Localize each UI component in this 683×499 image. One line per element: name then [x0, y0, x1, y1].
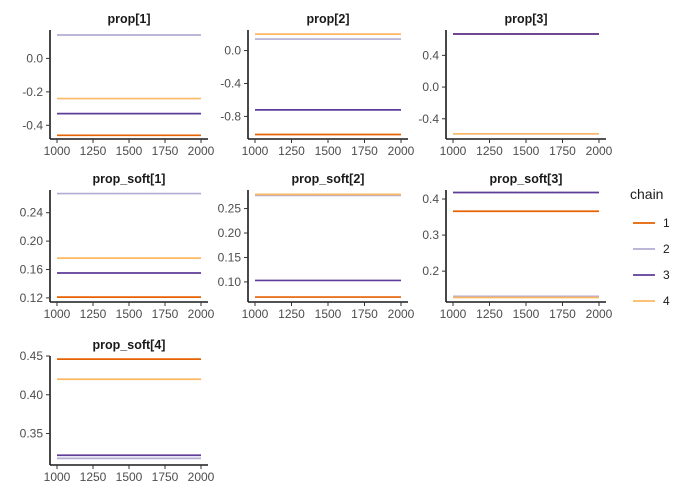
x-tick-label: 1500	[513, 307, 540, 321]
x-tick-label: 2000	[188, 144, 215, 158]
y-tick-label: 0.35	[20, 427, 44, 441]
y-tick-label: 0.40	[20, 388, 44, 402]
x-tick-label: 2000	[586, 144, 613, 158]
x-tick-label: 1750	[351, 144, 378, 158]
y-tick-label: 0.0	[26, 51, 43, 65]
x-tick-label: 1500	[116, 307, 143, 321]
x-tick-label: 1750	[152, 144, 179, 158]
x-tick-label: 1250	[80, 307, 107, 321]
x-tick-label: 1750	[152, 470, 179, 484]
y-tick-label: 0.4	[422, 48, 439, 62]
panel-title: prop[2]	[306, 12, 349, 26]
x-tick-label: 1000	[44, 307, 71, 321]
trace-panel: prop[3] -0.4 0.0 0.4 1000 1250 1500 1750 2000	[418, 12, 612, 158]
x-tick-label: 2000	[388, 144, 415, 158]
x-tick-label: 1500	[513, 144, 540, 158]
x-tick-label: 2000	[188, 307, 215, 321]
x-tick-label: 1750	[152, 307, 179, 321]
y-tick-label: 0.20	[20, 234, 44, 248]
x-tick-label: 1250	[476, 144, 503, 158]
legend-label: 3	[663, 268, 670, 282]
y-tick-label: 0.15	[218, 250, 242, 264]
x-tick-label: 1250	[278, 307, 305, 321]
y-tick-label: 0.45	[20, 349, 44, 363]
trace-panel: prop_soft[4] 0.35 0.40 0.45 1000 1250 1500 1750…	[20, 338, 215, 484]
y-tick-label: 0.12	[20, 291, 44, 305]
y-tick-label: 0.24	[20, 206, 44, 220]
y-tick-label: 0.16	[20, 262, 44, 276]
panel-title: prop_soft[1]	[93, 172, 166, 186]
y-tick-label: 0.0	[422, 80, 439, 94]
x-tick-label: 1000	[440, 144, 467, 158]
y-tick-label: 0.0	[224, 44, 241, 58]
x-tick-label: 1000	[242, 144, 269, 158]
x-tick-label: 1250	[278, 144, 305, 158]
x-tick-label: 1500	[116, 470, 143, 484]
panel-title: prop[3]	[504, 12, 547, 26]
x-tick-label: 1000	[44, 470, 71, 484]
x-tick-label: 1500	[116, 144, 143, 158]
x-tick-label: 1250	[80, 470, 107, 484]
y-tick-label: 0.4	[422, 192, 439, 206]
legend-title: chain	[630, 186, 663, 202]
x-tick-label: 2000	[586, 307, 613, 321]
x-tick-label: 1750	[549, 307, 576, 321]
trace-panel: prop[2] -0.8 -0.4 0.0 1000 1250 1500 1750 2000	[220, 12, 414, 158]
panel-title: prop_soft[2]	[292, 172, 365, 186]
y-tick-label: -0.8	[220, 109, 241, 123]
y-tick-label: -0.4	[220, 77, 241, 91]
x-tick-label: 1000	[440, 307, 467, 321]
trace-panel: prop_soft[1] 0.12 0.16 0.20 0.24 1000 1250 1500…	[20, 172, 215, 321]
x-tick-label: 1750	[549, 144, 576, 158]
legend-label: 1	[663, 216, 670, 230]
x-tick-label: 1250	[476, 307, 503, 321]
legend-label: 2	[663, 242, 670, 256]
panel-title: prop_soft[3]	[490, 172, 563, 186]
trace-panel: prop_soft[3] 0.2 0.3 0.4 1000 1250 1500 1750 200…	[422, 172, 612, 321]
y-tick-label: -0.4	[22, 118, 43, 132]
y-tick-label: 0.10	[218, 275, 242, 289]
trace-panel: prop[1] -0.4 -0.2 0.0 1000 1250 1500 1750 2000	[22, 12, 214, 158]
y-tick-label: 0.20	[218, 226, 242, 240]
x-tick-label: 1250	[80, 144, 107, 158]
y-tick-label: 0.2	[422, 264, 439, 278]
y-tick-label: -0.4	[418, 112, 439, 126]
panel-title: prop[1]	[107, 12, 150, 26]
x-tick-label: 1000	[44, 144, 71, 158]
x-tick-label: 1500	[315, 144, 342, 158]
x-tick-label: 1750	[351, 307, 378, 321]
y-tick-label: -0.2	[22, 85, 43, 99]
x-tick-label: 1000	[242, 307, 269, 321]
legend-label: 4	[663, 294, 670, 308]
x-tick-label: 1500	[315, 307, 342, 321]
y-tick-label: 0.3	[422, 228, 439, 242]
x-tick-label: 2000	[388, 307, 415, 321]
trace-panel: prop_soft[2] 0.10 0.15 0.20 0.25 1000 1250 1500…	[218, 172, 415, 321]
panel-title: prop_soft[4]	[93, 338, 166, 352]
y-tick-label: 0.25	[218, 202, 242, 216]
x-tick-label: 2000	[188, 470, 215, 484]
